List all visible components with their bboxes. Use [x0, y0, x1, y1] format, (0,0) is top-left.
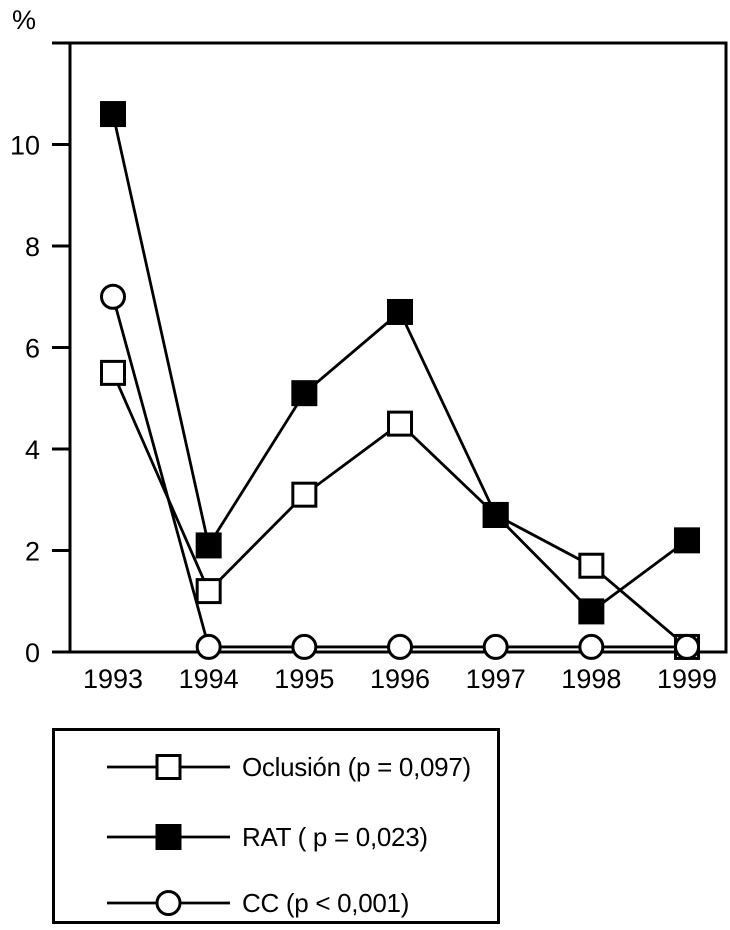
- x-tick-label: 1995: [274, 664, 334, 694]
- y-tick-label: 4: [25, 435, 40, 465]
- x-tick-label: 1997: [466, 664, 526, 694]
- legend-item-cc: CC (p < 0,001): [107, 883, 409, 923]
- x-tick-label: 1999: [657, 664, 717, 694]
- open-circle-marker: [195, 633, 222, 660]
- y-axis-title: %: [12, 5, 36, 35]
- filled-square-marker: [674, 527, 701, 554]
- series-open-circle: [100, 283, 701, 660]
- legend-item-oclusion: Oclusión (p = 0,097): [107, 747, 471, 787]
- x-tick-label: 1993: [83, 664, 143, 694]
- open-circle-marker: [387, 633, 414, 660]
- open-square-marker: [195, 578, 222, 605]
- legend-item-rat: RAT ( p = 0,023): [107, 817, 428, 857]
- open-circle-marker: [291, 633, 318, 660]
- filled-square-marker: [291, 380, 318, 407]
- open-circle-marker: [100, 283, 126, 310]
- open-square-marker: [155, 754, 182, 780]
- plot-area: 0 2 4 6 8 10 1993 1994 1995 1996 1997 1998 1999%: [10, 5, 728, 694]
- open-circle-marker: [578, 633, 605, 660]
- legend-label-oclusion: Oclusión (p = 0,097): [242, 751, 471, 782]
- filled-square-marker: [195, 532, 222, 559]
- open-square-marker: [578, 552, 605, 579]
- axes-frame: [52, 41, 728, 654]
- filled-square-marker: [155, 824, 182, 850]
- open-circle-legend-marker: [107, 890, 230, 916]
- filled-square-marker: [387, 298, 414, 325]
- filled-square-marker: [578, 598, 605, 625]
- legend-label-cc: CC (p < 0,001): [242, 887, 410, 918]
- filled-square-marker: [482, 501, 509, 528]
- open-square-marker: [100, 359, 126, 386]
- open-circle-marker: [482, 633, 509, 660]
- x-tick-label: 1994: [179, 664, 239, 694]
- x-tick-label: 1996: [370, 664, 430, 694]
- series-filled-square: [100, 101, 701, 625]
- y-tick-label: 10: [10, 131, 40, 161]
- filled-square-legend-marker: [107, 824, 230, 850]
- filled-square-marker: [100, 101, 126, 128]
- y-tick-label: 6: [25, 334, 40, 364]
- y-tick-label: 0: [25, 638, 40, 668]
- legend-label-rat: RAT ( p = 0,023): [242, 821, 428, 852]
- x-tick-label: 1998: [561, 664, 621, 694]
- series-open-square: [100, 359, 701, 660]
- line-chart: 0 2 4 6 8 10 1993 1994 1995 1996 1997 1998 1999%: [10, 5, 728, 694]
- open-square-marker: [291, 481, 318, 508]
- legend: Oclusión (p = 0,097) RAT ( p = 0,023) CC…: [52, 728, 500, 924]
- y-tick-label: 2: [25, 537, 40, 567]
- open-square-marker: [387, 410, 414, 437]
- open-circle-marker: [674, 633, 701, 660]
- y-tick-label: 8: [25, 232, 40, 262]
- open-square-legend-marker: [107, 754, 230, 780]
- open-circle-marker: [155, 890, 182, 916]
